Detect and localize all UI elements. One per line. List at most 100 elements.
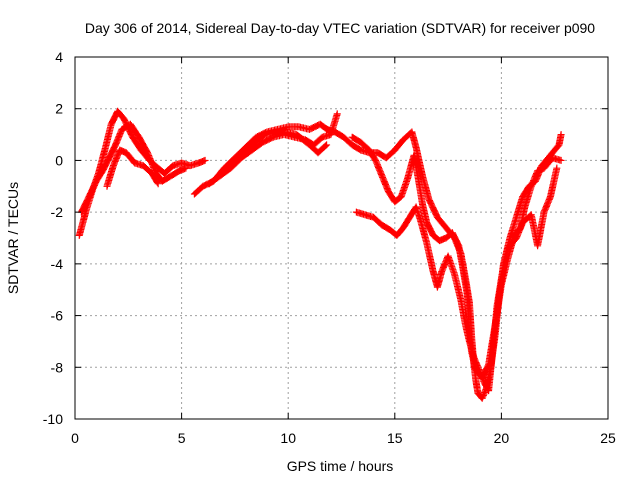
data-point bbox=[314, 142, 329, 157]
x-tick-label: 25 bbox=[600, 430, 616, 446]
data-point bbox=[527, 168, 541, 190]
data-point bbox=[557, 156, 565, 164]
data-points bbox=[75, 107, 565, 402]
data-point bbox=[391, 137, 406, 154]
data-point bbox=[557, 131, 565, 139]
y-tick-label: -10 bbox=[43, 411, 63, 427]
data-point bbox=[357, 138, 372, 153]
x-tick-label: 10 bbox=[280, 430, 296, 446]
data-point bbox=[205, 173, 223, 188]
x-axis-label: GPS time / hours bbox=[287, 458, 394, 474]
x-tick-label: 15 bbox=[387, 430, 403, 446]
y-tick-label: -2 bbox=[51, 204, 64, 220]
data-point bbox=[129, 133, 144, 153]
data-point bbox=[154, 180, 162, 188]
data-point bbox=[378, 172, 392, 194]
data-point bbox=[433, 213, 449, 230]
data-point bbox=[463, 291, 473, 331]
data-point bbox=[122, 149, 138, 166]
y-tick-label: 2 bbox=[55, 101, 63, 117]
data-point bbox=[75, 210, 89, 239]
data-point bbox=[348, 141, 363, 153]
data-point bbox=[399, 215, 413, 232]
axis-ticks: 0 5 10 15 20 25 -10 -8 -6 -4 -2 0 2 4 bbox=[43, 49, 616, 446]
data-point bbox=[546, 166, 560, 201]
data-point bbox=[419, 172, 432, 202]
data-point bbox=[109, 148, 123, 170]
data-point bbox=[408, 128, 420, 150]
data-point bbox=[77, 197, 91, 216]
data-point bbox=[512, 220, 526, 242]
data-point bbox=[546, 142, 562, 159]
data-point bbox=[521, 184, 535, 211]
data-point bbox=[323, 141, 331, 149]
data-point bbox=[419, 200, 430, 225]
x-tick-label: 0 bbox=[71, 430, 79, 446]
data-point bbox=[382, 147, 398, 162]
data-point bbox=[489, 303, 501, 353]
x-tick-label: 5 bbox=[178, 430, 186, 446]
data-point bbox=[114, 107, 127, 122]
x-tick-label: 20 bbox=[494, 430, 510, 446]
data-point bbox=[553, 164, 561, 172]
data-point bbox=[92, 168, 106, 185]
data-point bbox=[139, 162, 155, 176]
data-point bbox=[534, 210, 548, 250]
series-track-8 bbox=[348, 133, 565, 382]
data-point bbox=[248, 139, 265, 154]
y-axis-label: SDTVAR / TECUs bbox=[5, 182, 21, 294]
data-point bbox=[348, 133, 363, 146]
data-point bbox=[144, 149, 159, 176]
data-point bbox=[425, 195, 441, 220]
data-point bbox=[135, 133, 151, 155]
data-point bbox=[423, 219, 436, 238]
y-tick-label: -6 bbox=[51, 308, 64, 324]
data-point bbox=[112, 127, 125, 149]
y-tick-label: -4 bbox=[51, 256, 64, 272]
data-point bbox=[161, 163, 176, 177]
data-point bbox=[99, 155, 112, 175]
series-track-3 bbox=[103, 146, 162, 190]
data-point bbox=[416, 216, 430, 246]
data-point bbox=[470, 353, 483, 375]
data-point bbox=[397, 176, 411, 201]
series-track-6 bbox=[218, 128, 331, 175]
data-point bbox=[167, 168, 182, 180]
series-track-9 bbox=[352, 164, 561, 395]
data-point bbox=[239, 139, 257, 157]
data-point bbox=[538, 152, 553, 170]
data-point bbox=[105, 142, 119, 162]
y-tick-label: 4 bbox=[55, 49, 63, 65]
data-point bbox=[393, 225, 406, 239]
data-point bbox=[433, 269, 445, 291]
data-point bbox=[461, 319, 473, 344]
data-point bbox=[391, 194, 404, 206]
data-point bbox=[293, 131, 312, 148]
data-point bbox=[310, 134, 325, 149]
data-point bbox=[333, 110, 341, 118]
data-point bbox=[126, 120, 142, 140]
data-point bbox=[540, 155, 556, 172]
data-point bbox=[340, 133, 355, 148]
y-tick-label: 0 bbox=[55, 152, 63, 168]
data-point bbox=[412, 144, 426, 178]
data-point bbox=[451, 270, 464, 302]
data-point bbox=[444, 252, 458, 277]
data-point bbox=[250, 131, 268, 146]
data-point bbox=[465, 337, 477, 359]
data-point bbox=[190, 183, 206, 198]
data-point bbox=[331, 128, 346, 140]
data-point bbox=[370, 213, 385, 228]
data-point bbox=[378, 221, 393, 233]
data-point bbox=[201, 156, 209, 164]
data-point bbox=[497, 246, 511, 283]
data-point bbox=[504, 235, 519, 252]
grid-lines bbox=[75, 57, 608, 419]
data-point bbox=[372, 156, 385, 178]
data-point bbox=[148, 169, 161, 186]
data-point bbox=[512, 194, 526, 221]
y-tick-label: -8 bbox=[51, 359, 64, 375]
series-track-2 bbox=[77, 120, 190, 216]
data-point bbox=[103, 163, 117, 190]
